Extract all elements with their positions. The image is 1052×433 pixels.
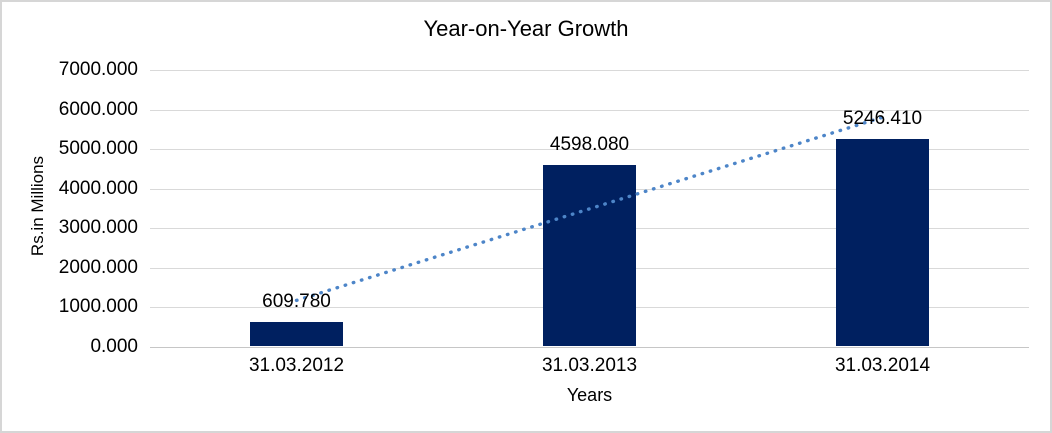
gridline (150, 109, 1029, 111)
bar-value-label: 609.780 (262, 291, 331, 313)
bar (250, 322, 343, 347)
chart-title: Year-on-Year Growth (423, 16, 629, 41)
y-tick-label: 5000.000 (58, 138, 138, 159)
y-tick-label: 1000.000 (58, 296, 138, 317)
y-tick-label: 3000.000 (58, 217, 138, 238)
x-tick-label: 31.03.2012 (248, 354, 345, 376)
x-tick-label: 31.03.2014 (834, 354, 931, 376)
bar (836, 139, 929, 347)
x-tick-label: 31.03.2013 (541, 354, 638, 376)
y-tick-label: 4000.000 (58, 177, 138, 199)
x-axis-title: Years (566, 385, 613, 405)
y-tick-label: 2000.000 (58, 256, 138, 278)
bar-value-label: 5246.410 (842, 108, 923, 130)
bar (543, 164, 636, 347)
x-axis-line (150, 346, 1029, 348)
y-tick-label: 7000.000 (58, 59, 138, 80)
bar-value-label: 4598.080 (549, 133, 630, 155)
y-tick-label: 0.000 (90, 335, 138, 357)
gridline (150, 70, 1029, 71)
y-tick-label: 6000.000 (58, 98, 138, 120)
y-axis-title: Rs.in Millions (28, 155, 47, 257)
